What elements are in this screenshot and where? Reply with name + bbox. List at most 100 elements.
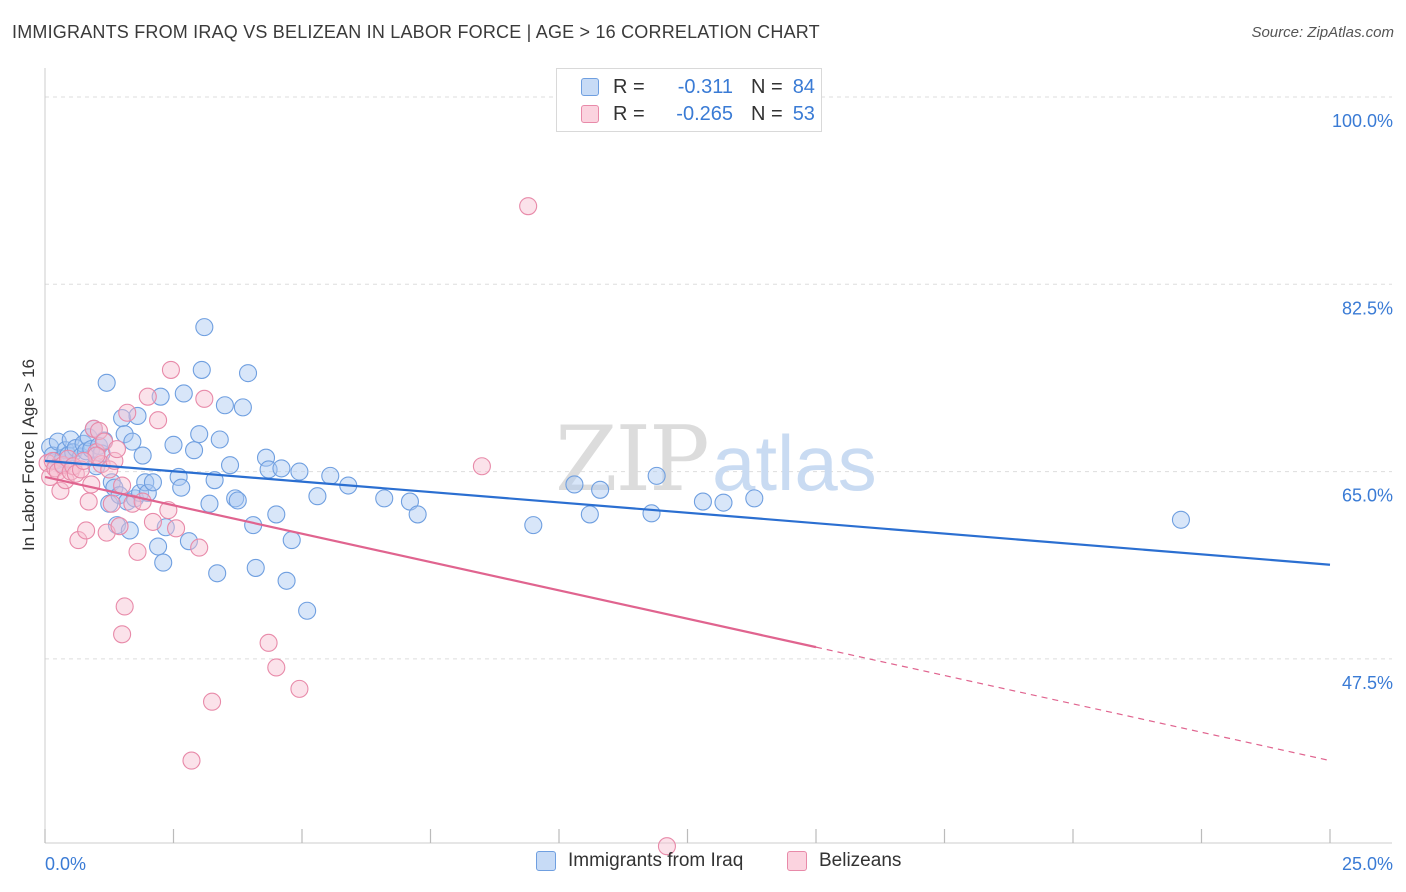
data-point — [238, 364, 258, 383]
data-point — [190, 425, 209, 444]
data-point — [580, 505, 599, 524]
grid-lines — [45, 96, 1392, 660]
data-point — [74, 451, 93, 470]
data-point — [524, 516, 543, 535]
axis-labels: 47.5% 65.0% 82.5% 100.0% 0.0% 25.0% In Labor F… — [19, 111, 1393, 874]
series-belizean — [38, 197, 676, 856]
data-point — [308, 487, 327, 506]
data-point — [120, 521, 139, 540]
data-point — [693, 492, 712, 511]
data-point — [657, 837, 676, 856]
data-point — [167, 519, 186, 538]
data-point — [138, 387, 157, 406]
data-point — [113, 625, 132, 644]
data-point — [174, 384, 193, 403]
data-point — [267, 505, 286, 524]
data-point — [69, 531, 88, 550]
data-point — [110, 517, 129, 536]
data-point — [123, 432, 142, 451]
bottom-legend-label-belizean: Belizeans — [819, 850, 902, 871]
data-point — [154, 553, 173, 572]
legend-row-iraq: R = -0.311 N = 84 — [581, 75, 815, 99]
legend-n-value: 84 — [792, 75, 815, 98]
data-point — [89, 421, 109, 440]
legend-n-label: N = — [751, 75, 783, 98]
bottom-legend-swatch-belizean — [787, 851, 807, 871]
trend-line-belizean — [44, 475, 817, 649]
data-point — [714, 493, 733, 512]
data-point — [115, 425, 134, 444]
data-point — [77, 521, 96, 540]
data-point — [408, 505, 427, 524]
data-point — [138, 483, 157, 503]
axes — [44, 68, 1392, 844]
data-points — [38, 197, 1190, 856]
data-point — [82, 475, 101, 494]
legend-row-belizean: R = -0.265 N = 53 — [581, 102, 815, 126]
data-point — [277, 571, 296, 590]
data-point — [642, 504, 661, 523]
data-point — [203, 692, 222, 711]
data-point — [591, 480, 610, 499]
data-point — [226, 489, 245, 508]
data-point — [97, 373, 116, 392]
data-point — [113, 476, 132, 495]
data-point — [149, 411, 168, 430]
data-point — [565, 475, 584, 494]
data-point — [143, 512, 162, 531]
data-point — [208, 564, 227, 583]
data-point — [195, 389, 214, 408]
data-point — [195, 318, 214, 337]
data-point — [290, 462, 309, 481]
data-point — [115, 597, 134, 616]
bottom-legend-label-iraq: Immigrants from Iraq — [568, 850, 744, 871]
data-point — [51, 481, 70, 500]
data-point — [79, 492, 98, 511]
data-point — [321, 466, 340, 485]
x-tick-label: 0.0% — [45, 854, 86, 874]
legend-r-value: -0.265 — [676, 102, 733, 125]
data-point — [128, 542, 147, 561]
x-tick-label: 25.0% — [1342, 854, 1393, 874]
y-tick-label: 65.0% — [1342, 486, 1393, 506]
data-point — [290, 679, 309, 698]
data-point — [136, 473, 155, 492]
legend-n-label: N = — [751, 102, 783, 125]
data-point — [745, 489, 764, 508]
data-point — [259, 633, 278, 652]
data-point — [190, 538, 209, 557]
data-point — [519, 197, 538, 216]
watermark: ZIP atlas — [555, 407, 877, 512]
legend-r-label: R = — [613, 102, 645, 125]
data-point — [192, 360, 211, 379]
data-point — [164, 435, 183, 454]
data-point — [215, 396, 234, 415]
data-point — [472, 457, 491, 476]
data-point — [228, 491, 247, 510]
data-point — [1171, 510, 1190, 529]
data-point — [107, 440, 127, 459]
data-point — [172, 478, 191, 497]
bottom-legend-iraq: Immigrants from Iraq — [536, 850, 743, 872]
legend-r-value: -0.311 — [677, 75, 733, 98]
data-point — [151, 387, 170, 406]
trend-line-iraq — [44, 459, 1331, 566]
data-point — [133, 446, 152, 465]
bottom-legend-swatch-iraq — [536, 851, 556, 871]
data-point — [282, 531, 301, 550]
data-point — [102, 494, 121, 513]
y-tick-label: 82.5% — [1342, 298, 1393, 318]
data-point — [179, 532, 198, 551]
bottom-legend-belizean: Belizeans — [787, 850, 901, 872]
data-point — [272, 459, 291, 478]
data-point — [298, 601, 317, 620]
data-point — [182, 751, 201, 770]
data-point — [161, 360, 180, 379]
y-tick-label: 47.5% — [1342, 673, 1393, 693]
data-point — [118, 403, 137, 422]
legend-r-label: R = — [613, 75, 645, 98]
data-point — [200, 494, 219, 513]
chart-title: IMMIGRANTS FROM IRAQ VS BELIZEAN IN LABO… — [12, 22, 820, 42]
data-point — [233, 398, 252, 417]
data-point — [128, 406, 147, 425]
